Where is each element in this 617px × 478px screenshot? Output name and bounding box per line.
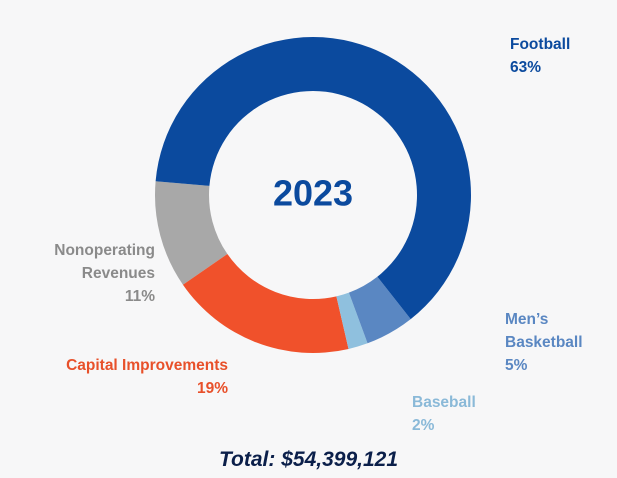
category-name: Football [510, 36, 571, 53]
chart-title: 2023 [273, 173, 353, 214]
percent-label: 19% [196, 380, 228, 397]
total-label: Total: $54,399,121 [219, 448, 398, 471]
category-name: Capital Improvements [66, 357, 228, 374]
donut-slice [348, 276, 411, 344]
slice-label: Capital Improvements 19% [60, 354, 228, 400]
slice-label: Football 63% [510, 33, 610, 79]
slice-label: Men’s Basketball 5% [505, 308, 615, 377]
percent-label: 63% [510, 59, 542, 76]
percent-label: 11% [124, 288, 155, 305]
donut-slice [182, 254, 349, 353]
percent-label: 5% [505, 357, 528, 374]
category-name: Baseball [412, 394, 476, 411]
slice-label: Baseball 2% [412, 391, 512, 437]
category-name: Men’s Basketball [505, 311, 583, 351]
donut-slice [155, 181, 228, 285]
donut-slice [155, 37, 471, 320]
category-name: Nonoperating Revenues [54, 242, 155, 282]
donut-slice [336, 292, 368, 349]
percent-label: 2% [412, 417, 435, 434]
slice-label: Nonoperating Revenues 11% [5, 239, 155, 308]
